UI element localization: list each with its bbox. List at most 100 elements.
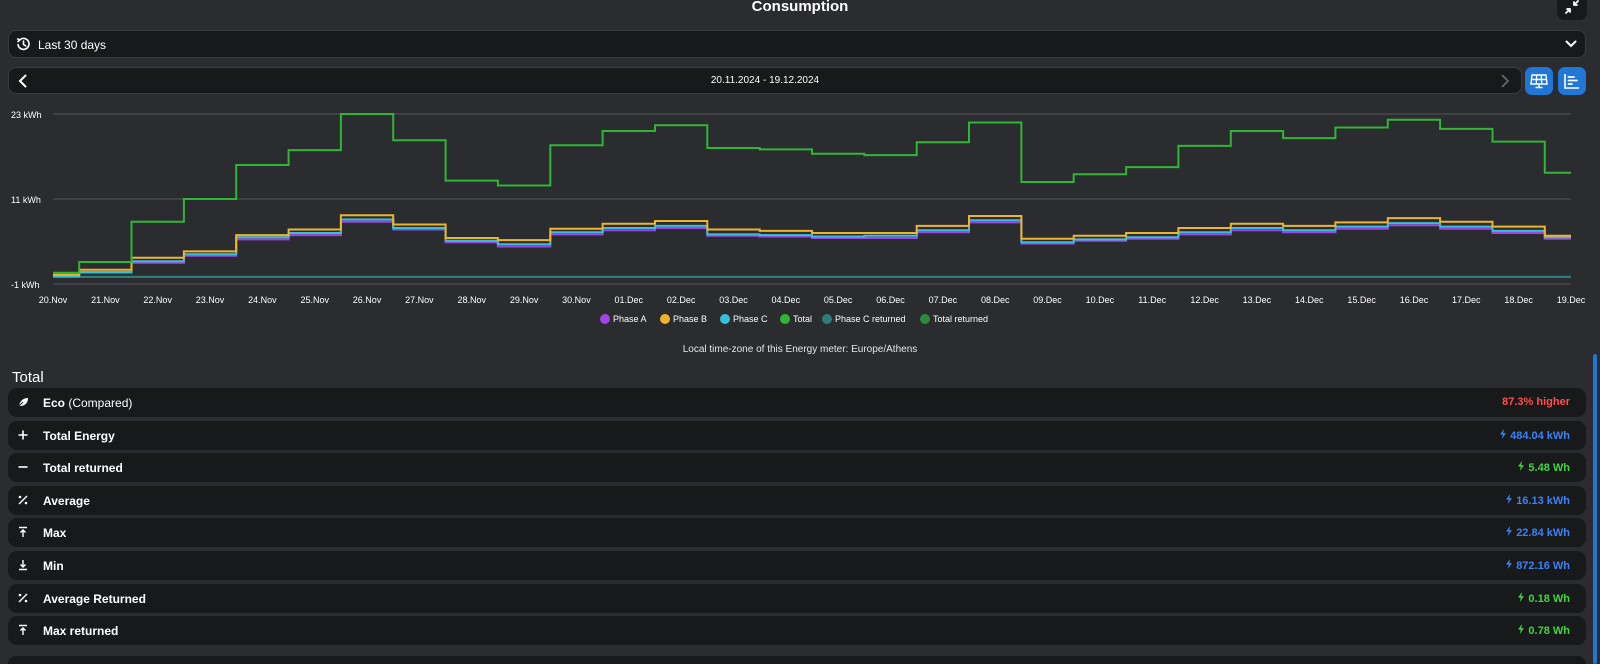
legend-label[interactable]: Phase C returned [835,314,906,324]
stat-label: Min [43,559,64,573]
stat-label-text: Average [43,493,90,508]
collapse-button[interactable] [1557,0,1587,20]
x-tick-label: 27.Nov [405,295,434,305]
legend-label[interactable]: Phase C [733,314,768,324]
stat-value: 0.78 Wh [1517,624,1570,637]
legend-label[interactable]: Total returned [933,314,988,324]
arrow-up-to-line-icon [19,527,27,538]
bolt-icon [1506,493,1513,504]
chevron-down-icon [1565,40,1577,48]
x-tick-label: 20.Nov [39,295,68,305]
x-tick-label: 07.Dec [929,295,958,305]
x-tick-label: 25.Nov [300,295,329,305]
bolt-icon [1518,624,1525,635]
date-range-label: 20.11.2024 - 19.12.2024 [710,75,820,86]
x-tick-label: 17.Dec [1452,295,1481,305]
arrow-down-to-line-icon [19,560,27,571]
minus-icon [18,466,28,468]
legend-marker [720,314,730,324]
y-tick-label: 11 kWh [11,195,41,205]
stat-row-average[interactable]: Average 16.13 kWh [8,485,1586,515]
x-tick-label: 29.Nov [510,295,539,305]
solar-panel-button[interactable] [1525,67,1553,95]
x-tick-label: 26.Nov [353,295,382,305]
plus-icon [18,430,28,440]
bolt-icon [1500,428,1507,439]
leaf-icon [17,398,28,408]
history-icon [16,37,30,51]
stat-sublabel: (Compared) [65,396,133,410]
stat-value-text: 872.16 Wh [1516,560,1570,572]
x-tick-label: 08.Dec [981,295,1010,305]
date-range-navigator: 20.11.2024 - 19.12.2024 [8,67,1522,94]
bolt-icon [1506,559,1513,569]
x-tick-label: 14.Dec [1295,295,1324,305]
stat-label-text: Average Returned [43,591,146,606]
x-tick-label: 04.Dec [772,295,801,305]
legend-marker [600,314,610,324]
x-tick-label: 10.Dec [1086,295,1115,305]
legend-label[interactable]: Total [793,314,812,324]
stat-row-max[interactable]: Max 22.84 kWh [8,518,1586,548]
page-title: Consumption [751,0,849,15]
bar-chart-icon [1564,74,1579,89]
x-tick-label: 16.Dec [1400,295,1429,305]
legend-marker [780,314,790,324]
bolt-icon [1506,526,1513,537]
series-line-phase-b[interactable] [53,214,1571,276]
y-tick-label: -1 kWh [11,280,40,290]
next-stat-row-partial [8,656,1586,664]
stat-value-text: 22.84 kWh [1516,527,1570,540]
stat-label: Average [43,494,90,508]
stat-row-average-returned[interactable]: Average Returned 0.18 Wh [8,583,1586,613]
x-tick-label: 15.Dec [1347,295,1376,305]
section-title: Total [12,369,44,386]
percent-icon [18,495,28,505]
y-tick-label: 23 kWh [11,110,42,120]
x-tick-label: 02.Dec [667,295,696,305]
previous-period-icon[interactable] [17,74,29,88]
stat-label-text: Min [43,559,64,573]
bolt-icon [1518,461,1525,472]
scrollbar[interactable] [1593,354,1597,664]
period-select[interactable]: Last 30 days [8,30,1586,58]
stat-value-text: 0.18 Wh [1528,592,1570,605]
legend-marker [822,314,832,324]
solar-panel-icon [1530,74,1548,89]
stat-value: 5.48 Wh [1517,461,1570,474]
stat-label-text: Total returned [43,461,123,476]
x-tick-label: 11.Dec [1138,295,1166,305]
legend-marker [660,314,670,324]
bolt-icon [1518,591,1525,602]
stat-value: 87.3% higher [1502,396,1570,408]
x-tick-label: 28.Nov [457,295,486,305]
legend-label[interactable]: Phase B [673,314,707,324]
percent-icon [18,593,28,603]
stat-label: Max [43,526,66,540]
legend-label[interactable]: Phase A [613,314,647,324]
legend-marker [920,314,930,324]
stat-value: 16.13 kWh [1505,493,1570,507]
stat-value-text: 0.78 Wh [1528,625,1570,638]
x-tick-label: 05.Dec [824,295,853,305]
x-tick-label: 03.Dec [719,295,748,305]
stat-label: Max returned [43,624,118,638]
x-tick-label: 30.Nov [562,295,591,305]
stat-value-text: 16.13 kWh [1516,494,1570,507]
next-period-icon[interactable] [1499,74,1511,88]
x-tick-label: 23.Nov [196,295,225,305]
stat-label-text: Max returned [43,624,119,639]
series-line-total[interactable] [53,113,1571,274]
x-tick-label: 06.Dec [876,295,905,305]
stat-row-total-energy[interactable]: Total Energy 484.04 kWh [8,420,1586,450]
stat-row-max-returned[interactable]: Max returned 0.78 Wh [8,616,1586,646]
chart-view-button[interactable] [1558,67,1586,95]
stat-row-total-returned[interactable]: Total returned 5.48 Wh [8,453,1586,483]
stat-row-eco[interactable]: Eco (Compared) 87.3% higher [8,388,1586,417]
x-tick-label: 01.Dec [615,295,644,305]
arrow-up-to-line-icon [19,624,27,636]
x-tick-label: 21.Nov [91,295,120,305]
x-tick-label: 19.Dec [1557,295,1586,305]
stat-value-text: 5.48 Wh [1528,462,1570,475]
stat-row-min[interactable]: Min 872.16 Wh [8,551,1586,580]
